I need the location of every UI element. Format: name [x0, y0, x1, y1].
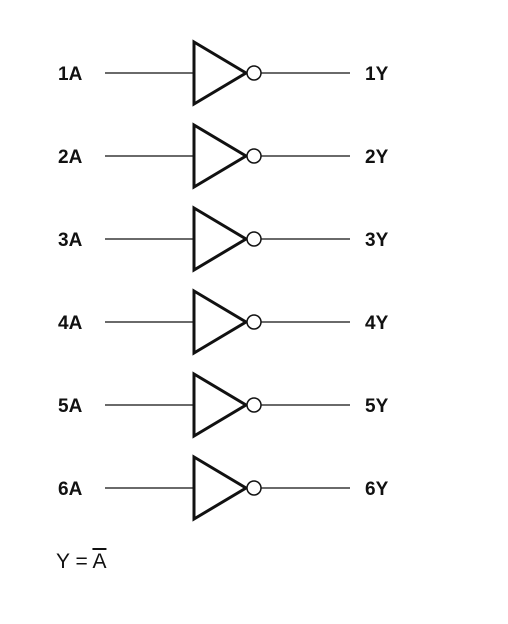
inversion-bubble-4 — [246, 314, 262, 330]
inversion-bubble-5 — [246, 397, 262, 413]
logic-equation: Y = A — [56, 550, 106, 574]
output-label-1: 1Y — [365, 64, 389, 85]
inverter-gate-1: 1A 1Y — [58, 39, 389, 107]
input-label-6: 6A — [58, 479, 83, 500]
input-label-5: 5A — [58, 396, 83, 417]
inverter-gate-2: 2A 2Y — [58, 122, 389, 190]
output-label-5: 5Y — [365, 396, 389, 417]
equation-input-inverted: A — [92, 550, 107, 573]
output-label-2: 2Y — [365, 147, 389, 168]
inverter-gate-6: 6A 6Y — [58, 454, 389, 522]
equation-output: Y — [56, 550, 70, 573]
inversion-bubble-3 — [246, 231, 262, 247]
output-label-4: 4Y — [365, 313, 389, 334]
output-label-6: 6Y — [365, 479, 389, 500]
input-label-1: 1A — [58, 64, 83, 85]
inverter-triangle-1 — [192, 39, 249, 107]
inverter-triangle-6 — [192, 454, 249, 522]
inversion-bubble-2 — [246, 148, 262, 164]
input-label-3: 3A — [58, 230, 83, 251]
output-label-3: 3Y — [365, 230, 389, 251]
inverter-gate-3: 3A 3Y — [58, 205, 389, 273]
input-label-4: 4A — [58, 313, 83, 334]
inverter-triangle-5 — [192, 371, 249, 439]
inverter-triangle-2 — [192, 122, 249, 190]
inversion-bubble-1 — [246, 65, 262, 81]
inversion-bubble-6 — [246, 480, 262, 496]
equation-operator: = — [75, 550, 88, 573]
inverter-gate-4: 4A 4Y — [58, 288, 389, 356]
inverter-triangle-3 — [192, 205, 249, 273]
inverter-triangle-4 — [192, 288, 249, 356]
inverter-gate-5: 5A 5Y — [58, 371, 389, 439]
input-label-2: 2A — [58, 147, 83, 168]
